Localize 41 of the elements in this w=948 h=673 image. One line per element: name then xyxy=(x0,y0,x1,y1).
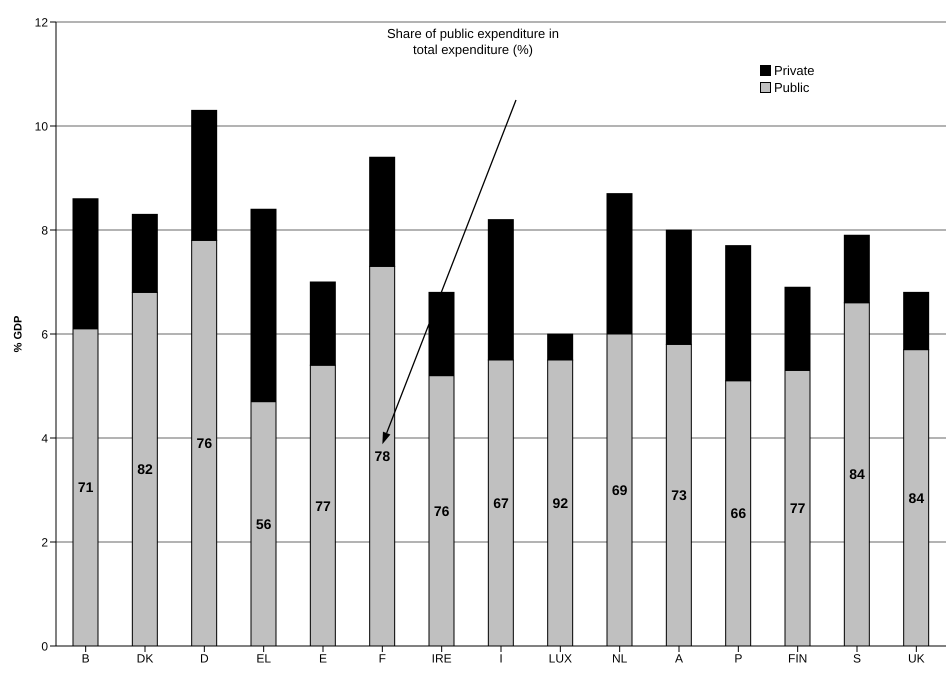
annotation: 56 xyxy=(254,514,272,533)
y-tick-label: 0 xyxy=(41,639,48,654)
x-tick-label: S xyxy=(852,652,862,666)
x-tick-label: FIN xyxy=(788,652,808,666)
x-tick-label: D xyxy=(200,652,209,666)
x-tick-label: I xyxy=(499,652,503,666)
annotation: 77 xyxy=(314,496,332,515)
legend-label: Public xyxy=(774,80,810,95)
y-tick-label: 8 xyxy=(41,223,48,238)
annotation: 78 xyxy=(374,447,392,466)
x-tick-label: IRE xyxy=(432,652,452,666)
annotation: 92 xyxy=(552,494,570,512)
y-tick-label: 4 xyxy=(41,431,48,446)
x-tick-label: UK xyxy=(908,652,925,666)
annotation: 76 xyxy=(196,434,214,452)
annotation: Share of public expenditure in total expenditure (%) xyxy=(386,26,560,58)
annotation: 69 xyxy=(610,481,628,499)
annotation: 71 xyxy=(76,478,94,496)
x-tick-label: E xyxy=(318,652,328,666)
x-tick-label: P xyxy=(734,652,742,666)
annotation: 66 xyxy=(730,504,748,522)
annotation: 67 xyxy=(492,494,510,512)
legend-label: Private xyxy=(774,63,814,78)
annotation: 84 xyxy=(848,465,866,484)
annotation: 76 xyxy=(432,502,450,520)
x-tick-label: F xyxy=(378,652,386,666)
x-tick-label: B xyxy=(82,652,90,666)
y-tick-label: 6 xyxy=(41,327,48,342)
y-tick-label: 10 xyxy=(34,119,48,134)
y-axis-title: % GDP xyxy=(12,316,24,352)
annotation: 73 xyxy=(670,486,688,504)
annotation: 84 xyxy=(908,488,926,507)
x-tick-label: DK xyxy=(136,652,154,666)
annotation: 82 xyxy=(136,460,154,478)
x-tick-label: A xyxy=(674,652,684,666)
annotation: 77 xyxy=(788,499,806,518)
x-tick-label: NL xyxy=(612,652,628,666)
y-tick-label: 2 xyxy=(41,535,48,550)
x-tick-label: EL xyxy=(256,652,272,666)
y-tick-label: 12 xyxy=(34,15,48,30)
x-tick-label: LUX xyxy=(548,652,572,666)
